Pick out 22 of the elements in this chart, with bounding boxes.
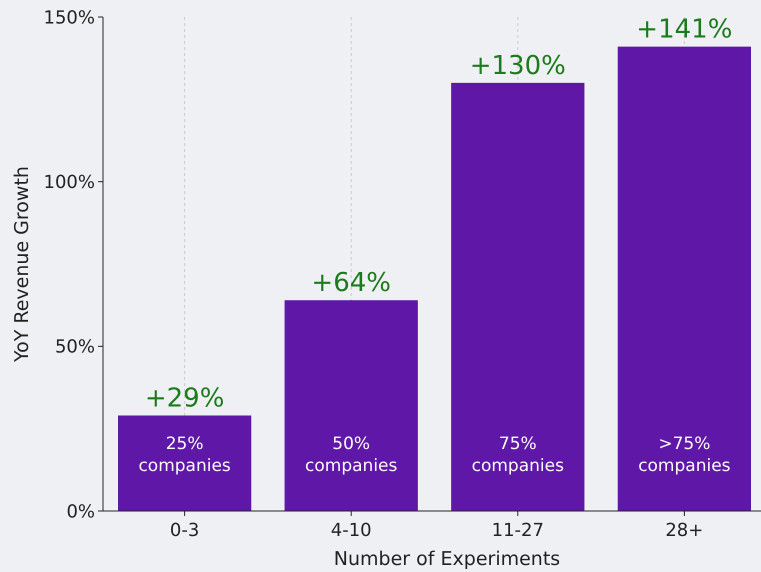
bar — [618, 46, 751, 511]
bar — [451, 82, 584, 511]
y-tick-label: 100% — [44, 172, 95, 193]
bar — [284, 300, 418, 511]
y-axis-title: YoY Revenue Growth — [11, 166, 33, 363]
data-label: +130% — [470, 50, 566, 81]
data-label: +141% — [636, 14, 732, 45]
annotation: 50% companies — [305, 434, 398, 476]
annotation: >75% companies — [638, 434, 731, 476]
annotation: 25% companies — [138, 434, 231, 476]
bar — [118, 415, 252, 511]
x-tick-label: 4-10 — [330, 520, 372, 541]
annotation: 75% companies — [472, 434, 564, 476]
x-tick-label: 11-27 — [492, 520, 544, 541]
y-tick-label: 150% — [44, 7, 95, 28]
data-label: +64% — [311, 268, 391, 298]
y-tick-label: 50% — [54, 336, 95, 358]
y-tick-label: 0% — [66, 501, 95, 522]
x-tick-label: 28+ — [665, 520, 704, 541]
x-tick-label: 0-3 — [170, 520, 200, 541]
x-axis-title: Number of Experiments — [334, 548, 560, 570]
data-label: +29% — [144, 383, 224, 414]
